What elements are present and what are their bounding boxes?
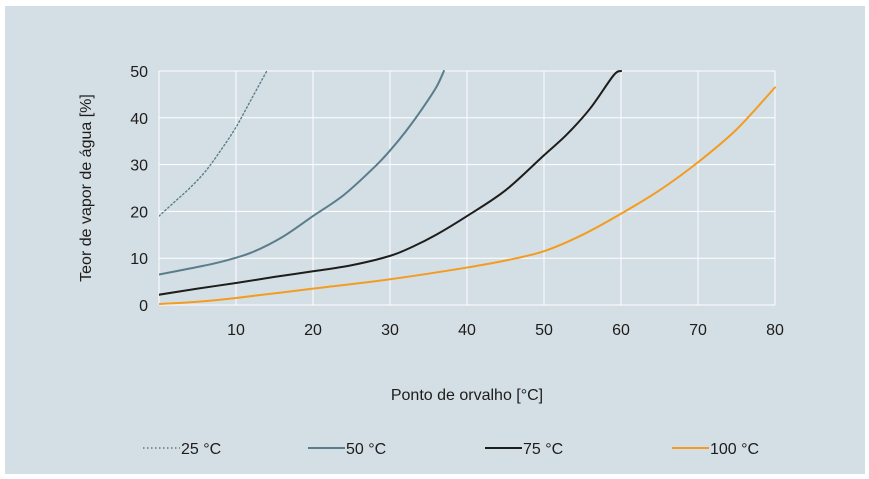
x-tick-label: 70 <box>689 322 707 339</box>
series-line-1 <box>159 70 268 217</box>
x-axis-label: Ponto de orvalho [°C] <box>391 387 543 404</box>
x-tick-label: 50 <box>535 322 553 339</box>
x-tick-label: 20 <box>304 322 322 339</box>
series-lines <box>159 70 776 306</box>
grid <box>158 70 776 306</box>
series-line-2 <box>159 70 445 276</box>
legend: 25 °C 50 °C 75 °C 100 °C <box>143 441 759 458</box>
x-tick-label: 80 <box>766 322 784 339</box>
y-tick-label: 10 <box>130 251 148 268</box>
y-axis-label: Teor de vapor de água [%] <box>78 94 95 282</box>
legend-label-4: 100 °C <box>710 441 759 458</box>
x-tick-label: 60 <box>612 322 630 339</box>
y-tick-label: 30 <box>130 158 148 175</box>
legend-label-3: 75 °C <box>523 441 563 458</box>
y-tick-label: 0 <box>139 298 148 315</box>
y-tick-label: 50 <box>130 64 148 81</box>
x-tick-label: 10 <box>227 322 245 339</box>
x-tick-label: 30 <box>381 322 399 339</box>
series-line-3 <box>159 70 622 296</box>
y-tick-label: 40 <box>130 111 148 128</box>
x-tick-label: 40 <box>458 322 476 339</box>
tick-labels: 10 20 30 40 50 60 70 80 0 10 20 30 40 50 <box>130 64 784 339</box>
legend-label-2: 50 °C <box>346 441 386 458</box>
legend-label-1: 25 °C <box>181 441 221 458</box>
series-line-4 <box>159 86 776 306</box>
y-tick-label: 20 <box>130 204 148 221</box>
